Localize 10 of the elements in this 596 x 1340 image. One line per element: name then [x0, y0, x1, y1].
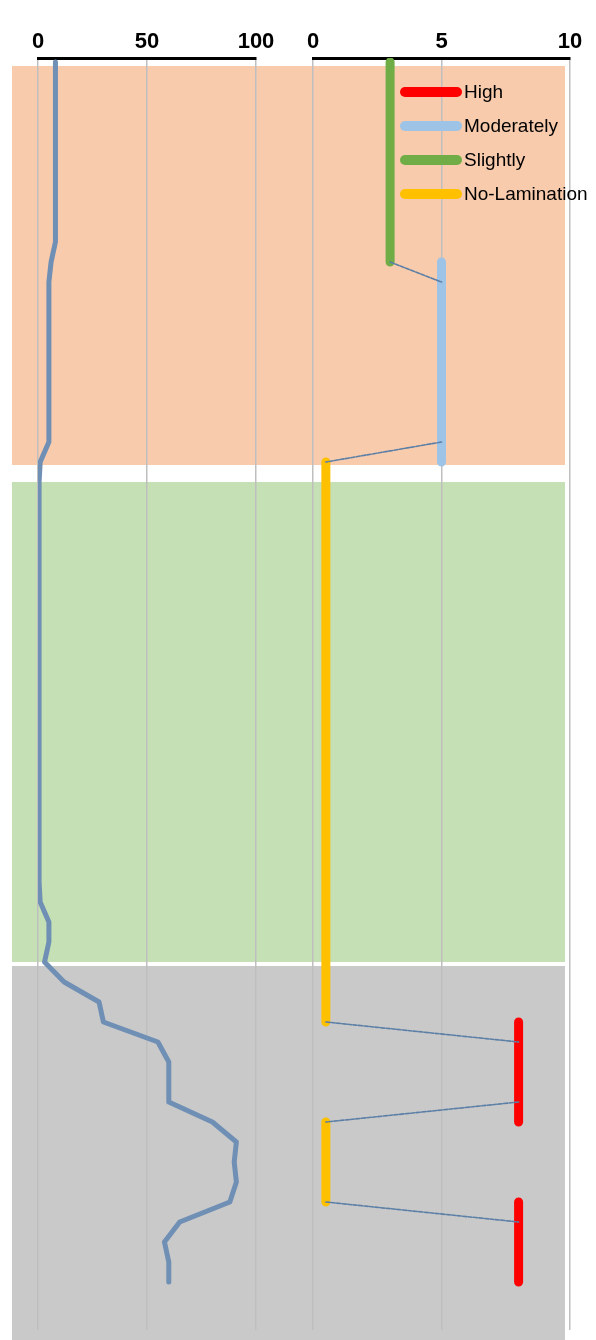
legend-label: High — [464, 81, 504, 103]
x-tick-label: 5 — [435, 27, 448, 53]
legend-label: Moderately — [464, 115, 558, 137]
legend-label: Slightly — [464, 149, 526, 171]
x-tick-label: 100 — [237, 27, 275, 53]
x-tick-label: 0 — [306, 27, 320, 53]
x-tick-label: 50 — [134, 27, 160, 53]
x-tick-label: 10 — [557, 27, 583, 53]
legend-label: No-Lamination — [464, 183, 588, 205]
x-tick-label: 0 — [31, 27, 45, 53]
